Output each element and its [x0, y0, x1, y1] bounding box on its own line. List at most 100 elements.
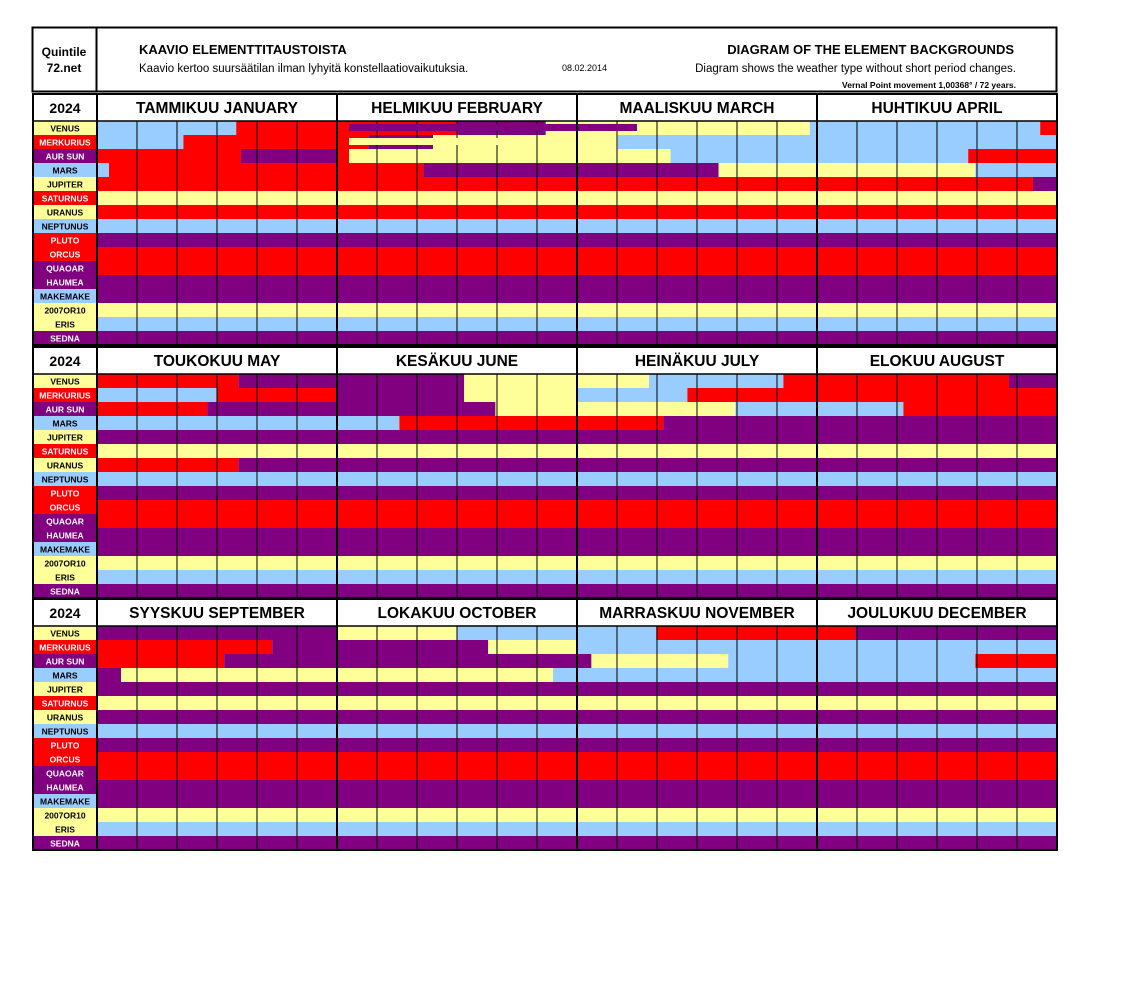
element-segment — [337, 388, 465, 402]
element-segment — [617, 135, 817, 149]
body-label: QUAOAR — [46, 517, 84, 527]
body-label: ERIS — [55, 320, 75, 330]
element-segment — [968, 149, 1057, 163]
body-label: SEDNA — [50, 587, 80, 597]
month-title-cell — [97, 347, 337, 374]
body-label: ORCUS — [50, 250, 81, 260]
element-segment — [809, 121, 817, 135]
element-segment — [495, 402, 577, 416]
year-label: 2024 — [49, 100, 80, 116]
header: Quintile 72.net KAAVIO ELEMENTTITAUSTOIS… — [31, 26, 1058, 93]
element-segment — [399, 416, 577, 430]
month-title-cell — [97, 94, 337, 121]
body-label: NEPTUNUS — [42, 222, 89, 232]
body-label-cell — [33, 584, 97, 598]
element-segment — [224, 654, 337, 668]
element-segment — [577, 402, 736, 416]
body-label: MARS — [52, 419, 77, 429]
element-segment — [97, 135, 184, 149]
body-label: ORCUS — [50, 503, 81, 513]
element-segment — [577, 163, 719, 177]
body-label-cell — [33, 556, 97, 570]
body-label-cell — [33, 317, 97, 331]
body-label-cell — [33, 836, 97, 850]
element-segment — [577, 416, 664, 430]
body-label-cell — [33, 458, 97, 472]
body-label: SEDNA — [50, 839, 80, 849]
body-label: ERIS — [55, 573, 75, 583]
element-segment — [207, 402, 337, 416]
body-label: MERKURIUS — [39, 643, 91, 653]
element-segment — [670, 149, 817, 163]
body-label-cell — [33, 654, 97, 668]
body-label: URANUS — [47, 461, 84, 471]
year-label: 2024 — [49, 605, 80, 621]
subtitle-fi: Kaavio kertoo suursäätilan ilman lyhyitä… — [139, 63, 468, 75]
body-label-cell — [33, 331, 97, 345]
body-label: NEPTUNUS — [42, 475, 89, 485]
body-label-cell — [33, 780, 97, 794]
body-label: SATURNUS — [42, 447, 89, 457]
body-label: VENUS — [50, 377, 80, 387]
body-label-cell — [33, 472, 97, 486]
title-en: DIAGRAM OF THE ELEMENT BACKGROUNDS — [727, 42, 1014, 57]
body-label: JUPITER — [47, 685, 83, 695]
header-date: 08.02.2014 — [562, 63, 607, 73]
element-segment — [236, 121, 337, 135]
element-segment — [183, 135, 337, 149]
body-label: JUPITER — [47, 180, 83, 190]
body-label: MARS — [52, 671, 77, 681]
element-segment — [457, 626, 577, 640]
body-label-cell — [33, 416, 97, 430]
element-segment — [855, 626, 1057, 640]
body-label-cell — [33, 794, 97, 808]
element-segment — [817, 654, 976, 668]
body-label: URANUS — [47, 713, 84, 723]
body-label: JUPITER — [47, 433, 83, 443]
body-label-cell — [33, 738, 97, 752]
body-label-cell — [33, 710, 97, 724]
body-label-cell — [33, 724, 97, 738]
element-segment — [337, 374, 465, 388]
body-label: MERKURIUS — [39, 138, 91, 148]
body-label-cell — [33, 444, 97, 458]
body-label-cell — [33, 219, 97, 233]
body-label: ERIS — [55, 825, 75, 835]
element-segment — [577, 654, 592, 668]
body-label: MAKEMAKE — [40, 545, 90, 555]
element-segment — [238, 374, 337, 388]
month-title: TAMMIKUU JANUARY — [136, 100, 299, 117]
element-segment — [337, 402, 496, 416]
body-label: MARS — [52, 166, 77, 176]
year-cell — [33, 347, 97, 374]
body-label-cell — [33, 822, 97, 836]
month-title: JOULUKUU DECEMBER — [847, 605, 1026, 622]
body-label: AUR SUN — [46, 152, 85, 162]
element-segment — [577, 135, 618, 149]
element-segment — [817, 121, 1041, 135]
element-segment — [577, 374, 649, 388]
element-overlay — [349, 124, 637, 131]
title-fi: KAAVIO ELEMENTTITAUSTOISTA — [139, 42, 347, 57]
body-label: ORCUS — [50, 755, 81, 765]
body-label: SATURNUS — [42, 194, 89, 204]
body-label-cell — [33, 640, 97, 654]
element-segment — [817, 177, 1033, 191]
element-segment — [109, 163, 337, 177]
body-label: 2007OR10 — [44, 306, 85, 316]
month-title-cell — [817, 94, 1057, 121]
body-label: AUR SUN — [46, 405, 85, 415]
element-segment — [817, 163, 976, 177]
vernal-point-note: Vernal Point movement 1,00368° / 72 year… — [842, 80, 1016, 90]
element-segment — [97, 402, 208, 416]
body-label-cell — [33, 514, 97, 528]
element-segment — [272, 640, 337, 654]
body-label-cell — [33, 626, 97, 640]
element-segment — [488, 640, 577, 654]
element-segment — [663, 416, 817, 430]
body-label-cell — [33, 163, 97, 177]
body-label-cell — [33, 191, 97, 205]
element-segment — [817, 626, 856, 640]
element-segment — [217, 388, 337, 402]
element-segment — [97, 163, 109, 177]
